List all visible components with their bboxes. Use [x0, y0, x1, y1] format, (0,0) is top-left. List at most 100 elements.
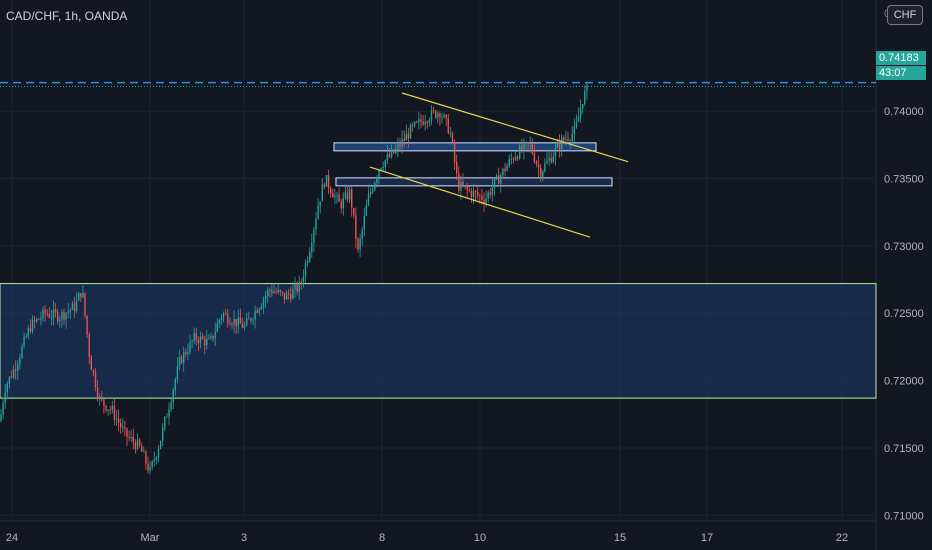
candle-body	[227, 313, 229, 324]
candle-body	[512, 159, 515, 160]
candle-body	[577, 116, 580, 122]
candle-body	[432, 110, 435, 111]
symbol-title: CAD/CHF, 1h, OANDA	[6, 9, 128, 23]
candle-body	[338, 194, 340, 202]
candle-body	[296, 284, 298, 292]
candle-body	[273, 291, 275, 293]
candle-body	[561, 137, 563, 150]
candle-body	[443, 114, 445, 117]
candle-body	[378, 169, 380, 178]
candle-body	[292, 288, 294, 299]
currency-badge[interactable]: CHF	[887, 5, 923, 25]
x-tick-label: Mar	[141, 532, 160, 544]
candle-body	[115, 418, 118, 420]
candle-body	[54, 309, 57, 313]
candle-body	[31, 319, 34, 332]
candle-body	[157, 448, 160, 458]
candle-body	[57, 312, 59, 322]
candle-body	[248, 318, 250, 320]
candle-body	[348, 188, 351, 200]
candle-body	[61, 311, 63, 320]
candle-body	[33, 319, 36, 322]
y-tick-label: 0.71500	[884, 443, 924, 455]
candle-body	[176, 366, 179, 380]
candle-body	[563, 137, 565, 141]
candle-body	[447, 117, 449, 134]
candle-body	[351, 188, 353, 208]
candle-body	[50, 317, 53, 318]
candle-body	[42, 309, 44, 318]
candle-body	[111, 405, 113, 410]
candle-body	[493, 179, 496, 188]
candle-body	[420, 119, 422, 122]
candle-body	[258, 308, 260, 313]
candle-body	[573, 126, 575, 134]
candle-body	[214, 331, 216, 339]
candle-body	[237, 317, 239, 327]
candle-body	[523, 142, 525, 151]
candle-body	[279, 290, 281, 292]
candle-body	[10, 376, 13, 378]
candle-body	[222, 313, 225, 317]
candle-body	[414, 122, 416, 126]
candle-body	[416, 121, 418, 123]
candle-body	[17, 364, 19, 371]
candle-body	[229, 323, 231, 325]
candle-body	[546, 160, 548, 164]
x-tick-label: 8	[379, 532, 385, 544]
candle-body	[567, 138, 569, 141]
candle-body	[441, 116, 443, 118]
trendline	[369, 166, 591, 238]
candle-body	[380, 168, 382, 170]
candle-body	[201, 336, 204, 339]
candle-body	[462, 181, 464, 186]
candle-body	[363, 215, 365, 230]
x-tick-label: 3	[241, 532, 247, 544]
candle-body	[498, 175, 500, 184]
candle-body	[193, 333, 195, 341]
candle-body	[170, 402, 172, 410]
candle-body	[357, 238, 359, 250]
candle-body	[141, 445, 143, 452]
candle-body	[399, 144, 401, 147]
candle-body	[302, 276, 305, 283]
candle-body	[246, 318, 248, 325]
candle-body	[544, 163, 546, 172]
candle-body	[388, 154, 391, 157]
candle-body	[220, 316, 223, 321]
candle-body	[372, 189, 374, 192]
candle-body	[537, 164, 540, 168]
candle-body	[277, 290, 279, 293]
candle-body	[285, 293, 288, 300]
candle-body	[311, 242, 313, 253]
candle-body	[460, 181, 462, 191]
candle-body	[166, 416, 168, 418]
candle-body	[29, 327, 32, 332]
candle-body	[197, 339, 200, 344]
candle-body	[0, 414, 2, 422]
candle-body	[317, 206, 319, 219]
candle-body	[109, 409, 111, 411]
candle-body	[267, 290, 269, 296]
candle-body	[73, 303, 76, 312]
candle-body	[340, 201, 342, 209]
candle-body	[506, 165, 508, 172]
candle-body	[336, 194, 338, 196]
candle-body	[241, 323, 244, 328]
candle-body	[145, 451, 147, 464]
candle-body	[107, 409, 109, 411]
candle-body	[65, 312, 67, 320]
candle-body	[367, 193, 370, 206]
candle-body	[521, 145, 523, 151]
candle-body	[132, 437, 134, 443]
candle-body	[464, 185, 466, 187]
candle-body	[92, 370, 95, 373]
candle-body	[256, 310, 258, 313]
candle-body	[36, 318, 38, 322]
candle-body	[275, 291, 277, 293]
candle-body	[208, 338, 210, 339]
candle-body	[479, 195, 481, 197]
candle-body	[212, 335, 214, 339]
